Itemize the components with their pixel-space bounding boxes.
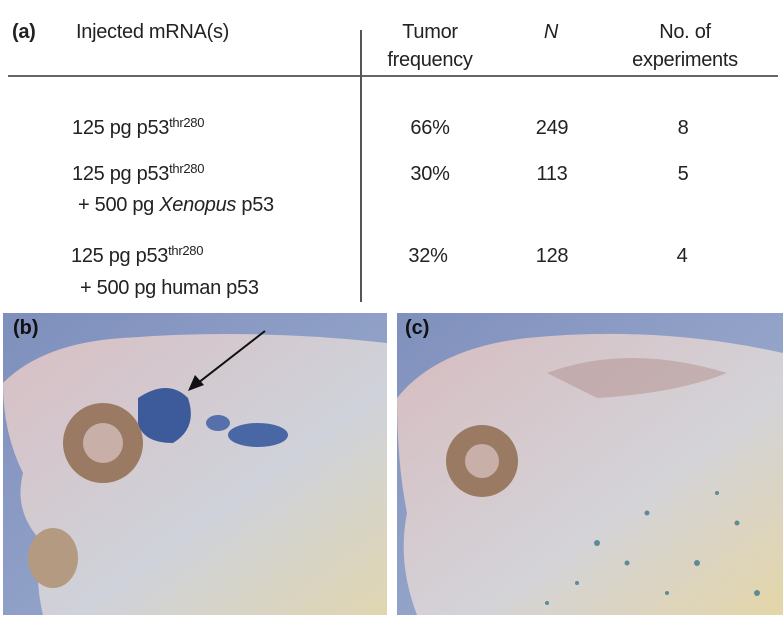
embryo-tumor-photo bbox=[3, 313, 387, 615]
mrna-text: + 500 pg bbox=[78, 194, 160, 216]
experiments-cell: 8 bbox=[677, 117, 689, 139]
tumor-cell: 32% bbox=[408, 245, 448, 267]
mrna-text: 125 pg p53 bbox=[72, 163, 170, 185]
n-cell: 113 bbox=[536, 163, 568, 185]
tumor-cell: 66% bbox=[410, 117, 450, 139]
embryo-control-photo bbox=[397, 313, 783, 615]
mrna-text: p53 bbox=[236, 194, 274, 216]
mrna-cell: 125 pg p53thr280 bbox=[72, 162, 204, 186]
experiments-cell: 4 bbox=[676, 245, 688, 267]
arrow-icon bbox=[197, 330, 266, 384]
header-injected-mrna: Injected mRNA(s) bbox=[76, 21, 230, 43]
mrna-text: 125 pg p53 bbox=[72, 117, 170, 139]
mrna-cell-line2: + 500 pg human p53 bbox=[80, 277, 259, 299]
panel-c-label: (c) bbox=[405, 317, 430, 339]
scattered-stain bbox=[545, 491, 760, 605]
experiments-cell: 5 bbox=[677, 163, 689, 185]
mrna-superscript: thr280 bbox=[168, 243, 204, 258]
species-italic: Xenopus bbox=[159, 194, 237, 216]
tumor-stain bbox=[228, 423, 288, 447]
tumor-cell: 30% bbox=[410, 163, 450, 185]
header-tumor-line1: Tumor bbox=[402, 21, 458, 43]
mrna-text: 125 pg p53 bbox=[71, 245, 169, 267]
mrna-superscript: thr280 bbox=[169, 161, 205, 176]
embryo-body bbox=[397, 333, 783, 615]
panel-b-image: (b) bbox=[3, 313, 387, 615]
n-cell: 249 bbox=[535, 117, 569, 139]
mrna-cell-line2: + 500 pg Xenopus p53 bbox=[78, 193, 274, 217]
n-cell: 128 bbox=[535, 245, 569, 267]
header-divider bbox=[8, 75, 778, 77]
panel-a-label: (a) bbox=[12, 21, 36, 43]
panel-b-label: (b) bbox=[13, 317, 39, 339]
header-tumor-line2: frequency bbox=[387, 49, 473, 71]
header-experiments-line2: experiments bbox=[632, 49, 738, 71]
mrna-cell: 125 pg p53thr280 bbox=[71, 244, 203, 268]
column-divider bbox=[360, 30, 362, 302]
tumor-stain bbox=[138, 388, 191, 443]
header-n: N bbox=[543, 21, 559, 43]
panel-c-image: (c) bbox=[397, 313, 783, 615]
header-experiments-line1: No. of bbox=[659, 21, 711, 43]
mrna-superscript: thr280 bbox=[169, 115, 205, 130]
mrna-cell: 125 pg p53thr280 bbox=[72, 116, 204, 140]
